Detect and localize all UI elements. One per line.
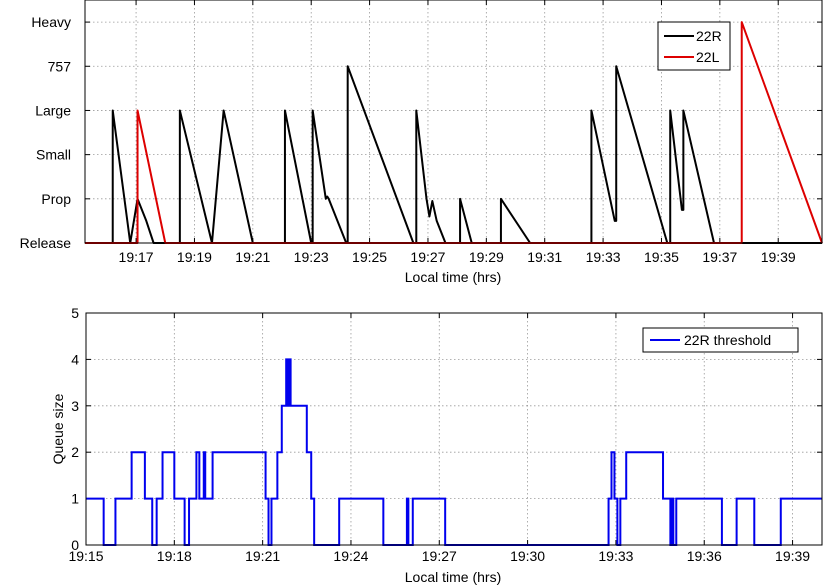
bottom-x-tick-label: 19:15 (68, 548, 103, 564)
series-line-22r-threshold (86, 358, 822, 546)
series-line-22r (85, 65, 822, 244)
top-x-tick-label: 19:29 (469, 249, 504, 265)
bottom-y-tick-label-4: 4 (71, 351, 79, 367)
top-x-tick-label: 19:23 (294, 249, 329, 265)
top-chart: Release Prop Small Large 757 Heavy 19:17 19:19… (20, 0, 823, 285)
legend-22l-label: 22L (696, 49, 720, 65)
bottom-y-tick-label-5: 5 (71, 305, 79, 321)
bottom-x-tick-label: 19:21 (245, 548, 280, 564)
legend-22r-label: 22R (696, 28, 722, 44)
top-x-tick-label: 19:37 (702, 249, 737, 265)
top-x-tick-label: 19:35 (644, 249, 679, 265)
bottom-y-tick-label-1: 1 (71, 491, 79, 507)
top-x-tick-label: 19:39 (761, 249, 796, 265)
bottom-x-tick-label: 19:18 (157, 548, 192, 564)
top-x-tick-label: 19:19 (177, 249, 212, 265)
bottom-x-tick-label: 19:33 (598, 548, 633, 564)
legend-22r-threshold-label: 22R threshold (684, 332, 771, 348)
top-x-tick-label: 19:17 (119, 249, 154, 265)
bottom-x-tick-label: 19:24 (333, 548, 368, 564)
top-x-tick-label: 19:31 (527, 249, 562, 265)
bottom-y-tick-label-2: 2 (71, 444, 79, 460)
top-legend-box (657, 21, 731, 71)
bottom-chart-frame (85, 312, 823, 546)
bottom-chart-series (86, 358, 822, 546)
bottom-chart-x-tick-labels: 19:15 19:18 19:21 19:24 19:27 19:30 19:33 19:36… (68, 548, 810, 564)
bottom-chart-y-axis-label: Queue size (50, 393, 66, 464)
bottom-y-tick-label-0: 0 (71, 537, 79, 553)
top-x-tick-label: 19:33 (586, 249, 621, 265)
top-x-tick-label: 19:21 (235, 249, 270, 265)
top-x-tick-label: 19:25 (352, 249, 387, 265)
top-x-tick-label: 19:27 (410, 249, 445, 265)
top-y-tick-label-prop: Prop (41, 191, 71, 207)
bottom-x-tick-label: 19:39 (775, 548, 810, 564)
top-chart-legend: 22R 22L (657, 21, 731, 71)
top-y-tick-label-757: 757 (48, 58, 72, 74)
bottom-chart-legend: 22R threshold (642, 327, 799, 353)
top-y-tick-label-large: Large (35, 102, 71, 118)
bottom-x-tick-label: 19:27 (422, 548, 457, 564)
top-y-tick-label-heavy: Heavy (31, 14, 71, 30)
top-chart-x-axis-label: Local time (hrs) (405, 269, 501, 285)
top-y-tick-label-release: Release (20, 235, 72, 251)
bottom-chart-y-tick-labels: 0 1 2 3 4 5 (71, 305, 79, 553)
bottom-x-tick-label: 19:30 (510, 548, 545, 564)
top-chart-y-tick-labels: Release Prop Small Large 757 Heavy (20, 14, 72, 251)
bottom-y-tick-label-3: 3 (71, 398, 79, 414)
top-chart-x-tick-labels: 19:17 19:19 19:21 19:23 19:25 19:27 19:29 19:31… (119, 249, 796, 265)
top-chart-frame (84, 0, 823, 244)
top-y-tick-label-small: Small (36, 147, 71, 163)
bottom-chart-x-axis-label: Local time (hrs) (405, 569, 501, 585)
bottom-x-tick-label: 19:36 (687, 548, 722, 564)
